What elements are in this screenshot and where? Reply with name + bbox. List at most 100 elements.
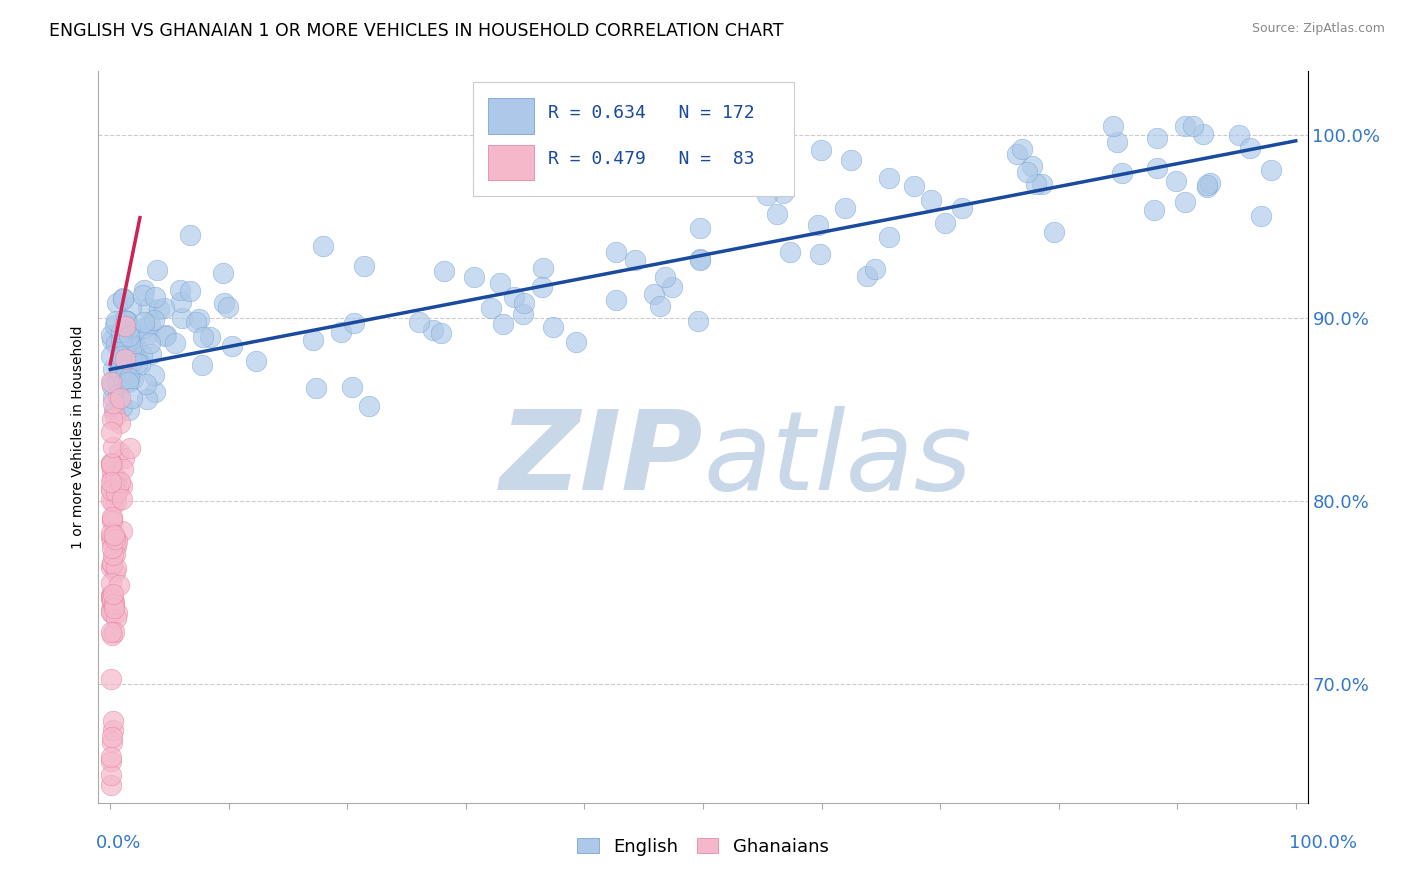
Point bbox=[1239, 141, 1261, 155]
Point bbox=[111, 524, 134, 538]
Point bbox=[127, 350, 149, 364]
Point bbox=[920, 194, 942, 208]
Text: R = 0.634   N = 172: R = 0.634 N = 172 bbox=[548, 104, 755, 122]
Point bbox=[689, 252, 711, 267]
Point bbox=[120, 300, 142, 314]
Point bbox=[648, 299, 671, 313]
Point bbox=[103, 404, 125, 418]
Point bbox=[121, 391, 143, 405]
Point bbox=[689, 252, 711, 267]
Point bbox=[186, 315, 208, 329]
Point bbox=[104, 565, 127, 579]
Point bbox=[689, 221, 711, 235]
Point bbox=[112, 291, 135, 305]
Point bbox=[1042, 225, 1064, 239]
FancyBboxPatch shape bbox=[488, 145, 534, 179]
Point bbox=[1031, 177, 1053, 191]
Point bbox=[124, 339, 146, 353]
Text: 100.0%: 100.0% bbox=[1289, 834, 1357, 852]
Point bbox=[101, 333, 124, 347]
Point bbox=[330, 325, 353, 339]
FancyBboxPatch shape bbox=[474, 82, 793, 195]
Point bbox=[111, 292, 134, 306]
Point bbox=[114, 329, 136, 343]
Point bbox=[110, 333, 132, 347]
Point bbox=[125, 356, 148, 370]
Point bbox=[117, 376, 139, 390]
Point bbox=[111, 479, 134, 493]
Point bbox=[103, 597, 125, 611]
Point bbox=[100, 492, 122, 507]
Point bbox=[772, 186, 794, 201]
Point bbox=[121, 339, 143, 353]
Point bbox=[100, 605, 122, 619]
Point bbox=[661, 280, 683, 294]
Point bbox=[179, 285, 201, 299]
Point bbox=[101, 375, 124, 389]
Point bbox=[104, 561, 127, 575]
Point bbox=[103, 532, 125, 546]
Point bbox=[136, 326, 159, 341]
Point bbox=[100, 777, 122, 791]
Point bbox=[100, 730, 122, 744]
Point bbox=[101, 628, 124, 642]
Point bbox=[100, 510, 122, 524]
Point bbox=[877, 170, 900, 185]
Point bbox=[143, 384, 166, 399]
Point bbox=[169, 283, 191, 297]
Point bbox=[934, 216, 956, 230]
Point bbox=[139, 335, 162, 350]
Point bbox=[605, 293, 627, 308]
Point bbox=[100, 590, 122, 604]
Point bbox=[1025, 177, 1047, 191]
Point bbox=[100, 464, 122, 478]
Point bbox=[312, 238, 335, 252]
Point bbox=[101, 361, 124, 376]
Point bbox=[104, 611, 127, 625]
Point bbox=[170, 295, 193, 310]
Point bbox=[353, 259, 375, 273]
Point bbox=[110, 349, 132, 363]
Point bbox=[104, 318, 127, 332]
Point bbox=[111, 461, 134, 475]
Point bbox=[359, 399, 381, 413]
Point bbox=[155, 327, 177, 342]
Point bbox=[111, 492, 134, 507]
Point bbox=[688, 314, 710, 328]
Point bbox=[135, 392, 157, 406]
Point bbox=[100, 483, 122, 497]
Point bbox=[101, 511, 124, 525]
Point bbox=[104, 313, 127, 327]
Point bbox=[101, 391, 124, 405]
Point bbox=[100, 591, 122, 606]
Point bbox=[463, 270, 485, 285]
Point bbox=[1195, 178, 1218, 192]
Text: 0.0%: 0.0% bbox=[96, 834, 141, 852]
Point bbox=[100, 349, 122, 363]
Point bbox=[100, 768, 122, 782]
Point bbox=[489, 276, 512, 290]
Point bbox=[531, 260, 554, 275]
Point bbox=[1005, 147, 1028, 161]
Point bbox=[100, 458, 122, 472]
Point bbox=[105, 472, 128, 486]
Point bbox=[100, 754, 122, 768]
Point bbox=[564, 335, 586, 350]
Point bbox=[100, 411, 122, 425]
Point bbox=[100, 672, 122, 686]
Point bbox=[101, 541, 124, 555]
Point bbox=[101, 379, 124, 393]
Point bbox=[100, 603, 122, 617]
Text: ENGLISH VS GHANAIAN 1 OR MORE VEHICLES IN HOUSEHOLD CORRELATION CHART: ENGLISH VS GHANAIAN 1 OR MORE VEHICLES I… bbox=[49, 22, 783, 40]
Point bbox=[766, 207, 789, 221]
Point bbox=[100, 457, 122, 471]
Point bbox=[865, 261, 887, 276]
Point bbox=[855, 268, 877, 283]
Point bbox=[1260, 163, 1282, 178]
Point bbox=[105, 295, 128, 310]
Point bbox=[1182, 120, 1205, 134]
Point bbox=[654, 269, 676, 284]
Point bbox=[132, 284, 155, 298]
Point bbox=[118, 320, 141, 334]
Point bbox=[120, 441, 142, 455]
